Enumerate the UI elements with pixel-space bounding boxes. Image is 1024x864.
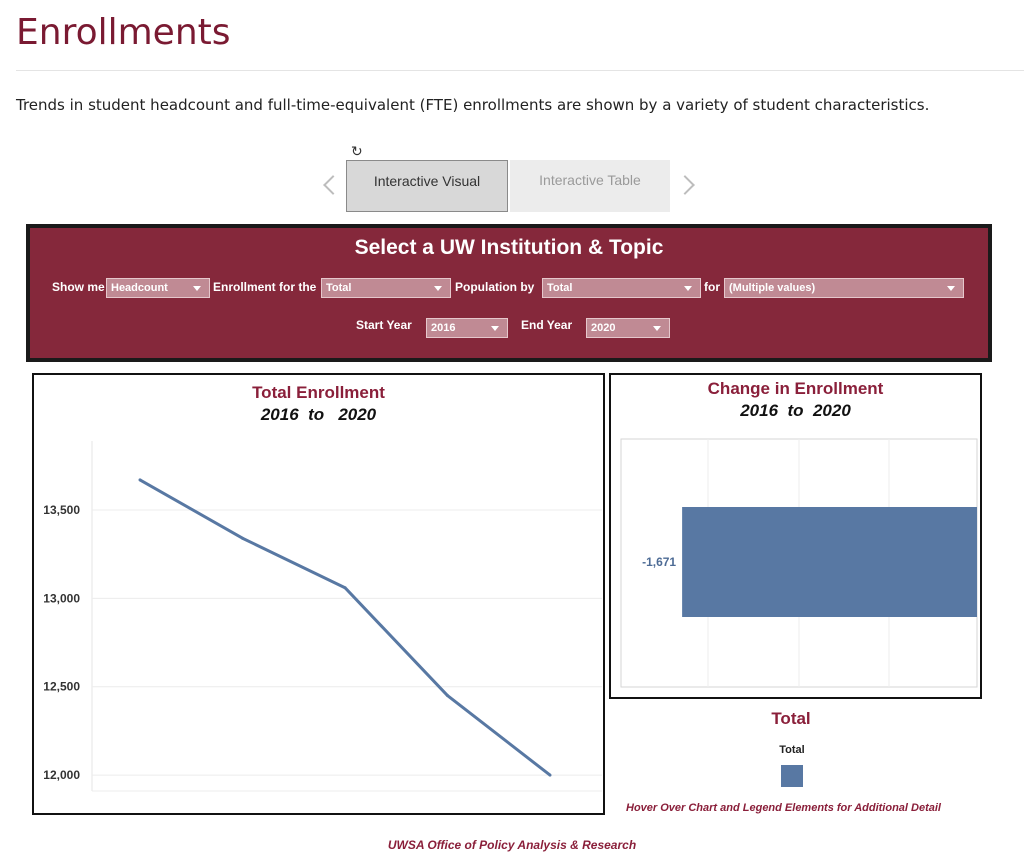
data-point [446, 694, 449, 698]
show-me-label: Show me [52, 280, 105, 294]
end-year-dropdown[interactable]: 2020 [586, 318, 670, 338]
selector-panel: Select a UW Institution & Topic Show me … [26, 224, 992, 362]
enrollment-for-dropdown[interactable]: Total [321, 278, 451, 298]
population-by-label: Population by [455, 280, 535, 294]
legend-item-label: Total [779, 744, 805, 756]
intro-text: Trends in student headcount and full-tim… [16, 96, 930, 114]
chevron-left-icon[interactable] [323, 175, 343, 195]
show-me-dropdown[interactable]: Headcount [106, 278, 210, 298]
data-point [138, 478, 142, 482]
total-enrollment-title: Total Enrollment [252, 383, 385, 402]
title-divider [16, 70, 1024, 71]
selector-panel-title: Select a UW Institution & Topic [354, 236, 664, 259]
total-enrollment-subtitle: 2016 to 2020 [260, 405, 377, 424]
total-enrollment-plot: 12,000 12,500 13,000 13,500 [43, 441, 602, 792]
hover-note: Hover Over Chart and Legend Elements for… [626, 802, 941, 814]
enrollment-for-label: Enrollment for the [213, 280, 317, 294]
footer-credit: UWSA Office of Policy Analysis & Researc… [387, 838, 637, 852]
start-year-label: Start Year [356, 318, 412, 332]
data-point [343, 586, 347, 590]
page-title: Enrollments [16, 12, 231, 53]
data-point [241, 536, 244, 540]
for-label: for [704, 280, 720, 294]
change-in-enrollment-subtitle: 2016 to 2020 [740, 401, 851, 420]
change-bar [682, 507, 977, 617]
y-tick-label: 13,000 [43, 591, 80, 605]
data-point [548, 773, 552, 777]
y-tick-label: 12,500 [43, 680, 80, 694]
y-tick-label: 12,000 [43, 768, 80, 782]
start-year-dropdown[interactable]: 2016 [426, 318, 508, 338]
legend-swatch[interactable] [781, 765, 803, 787]
refresh-icon[interactable]: ↻ [351, 143, 363, 159]
change-in-enrollment-plot: -1,671 [620, 438, 978, 688]
tab-interactive-table[interactable]: Interactive Table [510, 160, 670, 212]
change-in-enrollment-chart: Change in Enrollment 2016 to 2020 -1,671 [609, 373, 982, 699]
total-enrollment-chart: Total Enrollment 2016 to 2020 12,000 12,5… [32, 373, 605, 815]
enrollment-series-line [139, 478, 551, 777]
population-by-dropdown[interactable]: Total [542, 278, 701, 298]
change-in-enrollment-title: Change in Enrollment [707, 379, 884, 398]
end-year-label: End Year [521, 318, 573, 332]
tab-interactive-visual[interactable]: Interactive Visual [346, 160, 508, 212]
for-dropdown[interactable]: (Multiple values) [724, 278, 964, 298]
bar-value-label: -1,671 [642, 555, 676, 569]
chevron-right-icon[interactable] [675, 175, 695, 195]
y-tick-label: 13,500 [43, 503, 80, 517]
legend-title: Total [771, 709, 811, 728]
